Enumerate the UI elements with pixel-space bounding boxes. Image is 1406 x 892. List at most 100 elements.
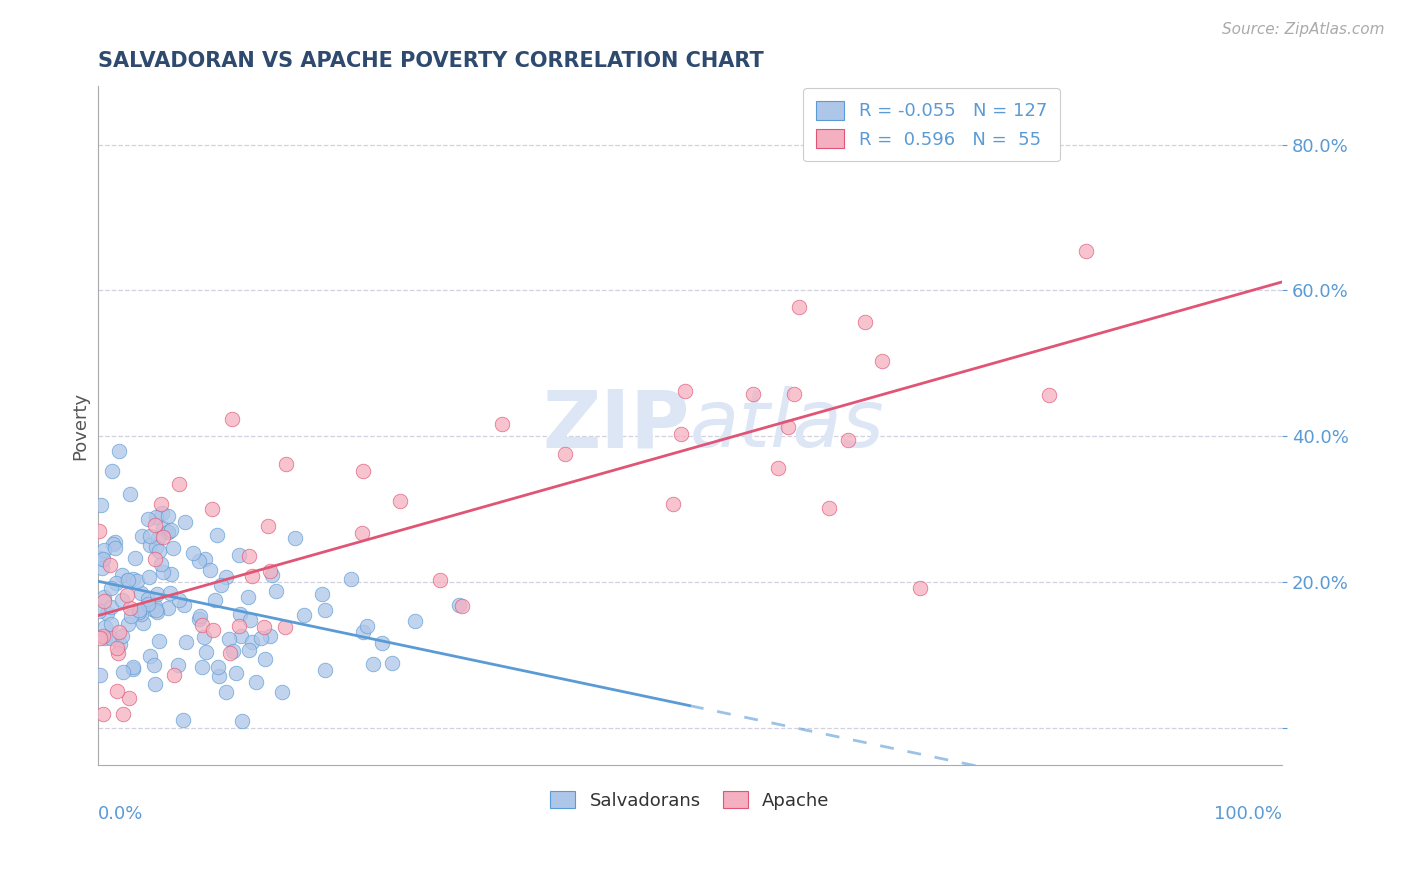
Point [138, 592, 160, 607]
Point [132, 615, 155, 630]
Point [115, 573, 138, 587]
Point [195, 645, 218, 659]
Point [87, 551, 110, 566]
Point [110, 637, 132, 651]
Point [266, 584, 288, 599]
Point [143, 677, 166, 691]
Point [152, 565, 174, 579]
Point [160, 566, 183, 581]
Point [314, 663, 336, 677]
Point [118, 601, 141, 615]
Point [200, 563, 222, 577]
Point [91, 706, 114, 721]
Point [146, 531, 169, 545]
Point [94, 620, 117, 634]
Point [91, 629, 114, 643]
Point [1038, 388, 1060, 402]
Point [188, 612, 211, 626]
Point [221, 411, 243, 425]
Point [145, 540, 167, 554]
Point [294, 607, 316, 622]
Point [122, 662, 145, 676]
Point [127, 574, 149, 588]
Point [350, 525, 373, 540]
Point [314, 603, 336, 617]
Point [188, 609, 211, 624]
Point [100, 464, 122, 478]
Point [163, 668, 186, 682]
Point [207, 660, 229, 674]
Point [93, 594, 115, 608]
Point [105, 575, 128, 590]
Point [139, 649, 162, 664]
Point [661, 498, 683, 512]
Point [146, 606, 169, 620]
Point [87, 603, 110, 617]
Point [238, 642, 260, 657]
Point [143, 552, 166, 566]
Point [742, 386, 765, 401]
Point [108, 444, 131, 458]
Point [352, 464, 374, 478]
Y-axis label: Poverty: Poverty [72, 392, 89, 459]
Point [208, 668, 231, 682]
Point [98, 558, 121, 572]
Point [117, 690, 139, 705]
Point [554, 447, 576, 461]
Point [143, 599, 166, 614]
Point [141, 601, 163, 615]
Point [91, 552, 114, 566]
Point [352, 624, 374, 639]
Point [193, 631, 215, 645]
Point [104, 535, 127, 549]
Point [93, 631, 115, 645]
Point [101, 537, 124, 551]
Point [253, 652, 276, 666]
Point [229, 607, 252, 622]
Point [669, 427, 692, 442]
Point [156, 524, 179, 539]
Point [270, 685, 292, 699]
Text: ZIP: ZIP [543, 386, 690, 465]
Point [229, 629, 252, 643]
Point [100, 599, 122, 614]
Point [837, 434, 859, 448]
Point [145, 587, 167, 601]
Point [766, 461, 789, 475]
Point [491, 417, 513, 432]
Point [284, 531, 307, 545]
Point [194, 552, 217, 566]
Point [231, 714, 253, 728]
Legend: Salvadorans, Apache: Salvadorans, Apache [543, 784, 837, 817]
Point [148, 544, 170, 558]
Text: 0.0%: 0.0% [97, 805, 143, 823]
Point [138, 538, 160, 552]
Point [128, 605, 150, 619]
Point [152, 520, 174, 534]
Point [107, 624, 129, 639]
Point [253, 620, 276, 634]
Point [131, 586, 153, 600]
Point [160, 523, 183, 537]
Point [228, 549, 250, 563]
Point [145, 603, 167, 617]
Point [228, 619, 250, 633]
Point [148, 634, 170, 648]
Point [240, 635, 263, 649]
Point [218, 632, 240, 646]
Point [90, 498, 112, 512]
Point [209, 578, 232, 592]
Point [853, 315, 876, 329]
Point [262, 568, 284, 582]
Point [156, 508, 179, 523]
Point [429, 574, 451, 588]
Point [202, 623, 225, 637]
Point [870, 354, 893, 368]
Point [89, 632, 111, 646]
Point [152, 530, 174, 544]
Point [239, 613, 262, 627]
Point [174, 635, 197, 649]
Point [238, 590, 260, 604]
Point [201, 502, 224, 516]
Point [181, 546, 204, 560]
